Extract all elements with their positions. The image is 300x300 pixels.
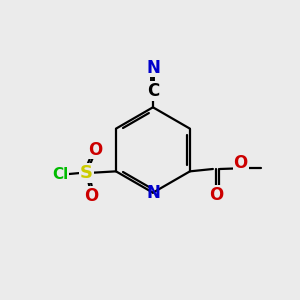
Text: Cl: Cl [52,167,68,182]
Text: S: S [80,164,93,182]
Text: N: N [146,58,160,76]
Text: N: N [146,184,160,202]
Text: O: O [209,186,224,204]
Text: O: O [88,141,103,159]
Text: O: O [84,187,98,205]
Text: O: O [233,154,248,172]
Text: C: C [147,82,159,100]
